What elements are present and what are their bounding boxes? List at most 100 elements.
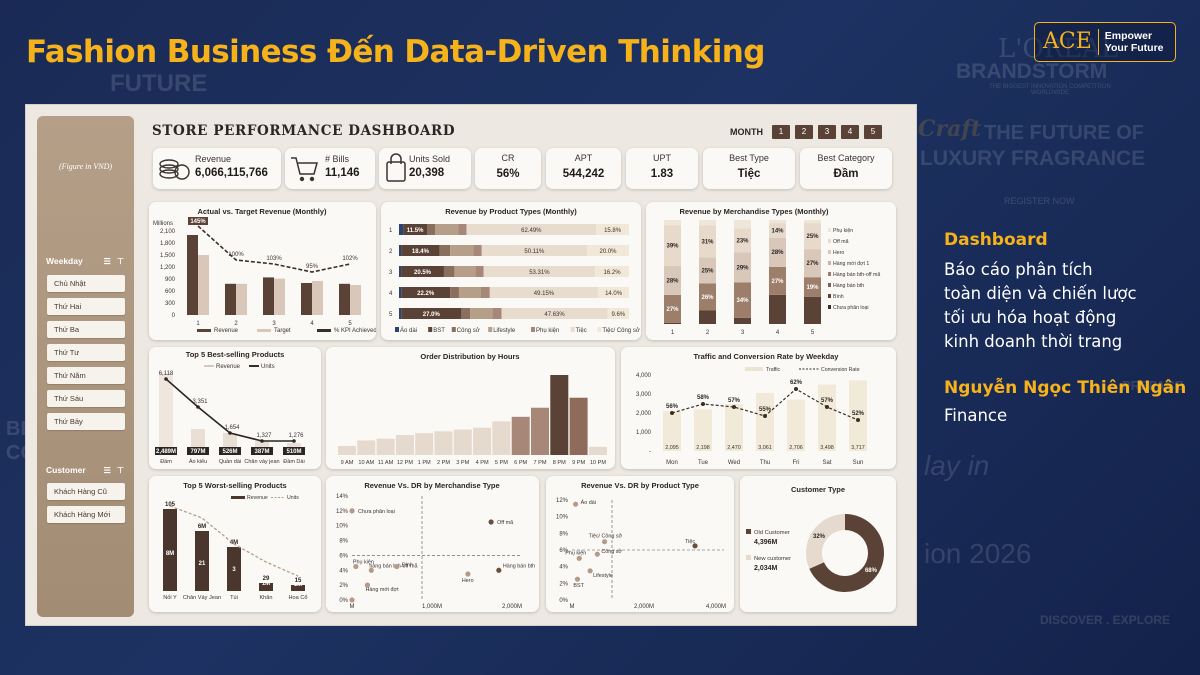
revenue-bar — [225, 283, 236, 315]
point-label: Đinh — [402, 563, 413, 569]
dr-product-card: Revenue Vs. DR by Product Type 12% 10% 8% 6%… — [546, 476, 734, 612]
x-tick-label: 12 PM — [397, 460, 414, 466]
units-label: 4M — [230, 540, 238, 546]
segment-label: 18.4% — [412, 249, 430, 255]
month-selector: MONTH 1 2 3 4 5 — [730, 125, 882, 139]
y-tick-label: - — [649, 449, 651, 455]
stack-segment — [664, 265, 681, 295]
segment-label: 27.0% — [423, 312, 441, 318]
kpi-label: 102% — [342, 256, 358, 262]
segment-label: 20.0% — [599, 249, 617, 255]
month-button-2[interactable]: 2 — [795, 125, 813, 139]
legend-swatch — [746, 529, 751, 534]
x-tick-label: 1,000M — [422, 604, 442, 610]
segment — [399, 287, 402, 298]
logo-mark: ACE — [1035, 29, 1099, 55]
weekday-filter-item[interactable]: Thứ Tư — [47, 344, 125, 361]
units-label: 15 — [295, 578, 302, 584]
legend-swatch — [451, 327, 456, 332]
x-tick-label: 2 — [706, 330, 710, 336]
filter-sidebar: (Figure in VND) Weekday ☰ ⊤ Chủ Nhật Thứ … — [37, 116, 134, 617]
month-button-5[interactable]: 5 — [864, 125, 882, 139]
x-tick-label: 7 PM — [533, 460, 546, 466]
x-tick-label: 4,000M — [706, 604, 726, 610]
weekday-filter-item[interactable]: Thứ Hai — [47, 298, 125, 315]
y-tick-label: 2% — [559, 581, 568, 587]
weekday-filter-item[interactable]: Thứ Sáu — [47, 390, 125, 407]
segment-label: 25% — [806, 234, 819, 240]
segment — [399, 266, 402, 277]
customer-filter-item[interactable]: Khách Hàng Cũ — [47, 483, 125, 500]
legend-value: 4,396M — [754, 539, 778, 546]
legend-entry: Revenue — [247, 495, 268, 501]
units-label: 1,327 — [256, 433, 272, 439]
target-bar — [312, 281, 323, 315]
legend-swatch — [828, 294, 831, 298]
y-tick-label: 600 — [165, 289, 176, 295]
traffic-label: 2,198 — [696, 445, 710, 451]
legend-entry: New customer — [754, 556, 791, 562]
row-label: 3 — [389, 270, 393, 276]
kpi-value: Tiệc — [737, 168, 761, 180]
legend-swatch — [745, 367, 763, 371]
y-tick-label: 3,000 — [636, 392, 652, 398]
weekday-filter-item[interactable]: Thứ Bảy — [47, 413, 125, 430]
y-tick-label: 2% — [339, 583, 348, 589]
legend-entry: Conversion Rate — [821, 367, 860, 373]
product-type-card: Revenue by Product Types (Monthly) 1 11.5%… — [381, 202, 641, 340]
segment-label: 28% — [771, 250, 784, 256]
legend-swatch — [488, 327, 493, 332]
section-label: Dashboard — [944, 230, 1048, 250]
cr-point — [732, 405, 736, 409]
y-tick-label: 2,000 — [636, 411, 652, 417]
units-label: 6M — [198, 524, 206, 530]
hour-bar — [492, 421, 511, 455]
hour-bar — [550, 375, 569, 455]
legend-entry: BST — [433, 328, 445, 334]
point-label: Hero — [462, 578, 474, 584]
customer-filter-item[interactable]: Khách Hàng Mới — [47, 506, 125, 523]
x-tick-label: 3 — [741, 330, 745, 336]
weekday-filter-item[interactable]: Thứ Năm — [47, 367, 125, 384]
segment-label: 53.31% — [529, 270, 550, 276]
revenue-bar — [339, 283, 350, 315]
donut-slice — [809, 514, 884, 592]
revenue-label: 526M — [222, 449, 237, 455]
legend-entry: Tiệc — [576, 328, 587, 334]
x-tick-label: 9 AM — [341, 460, 354, 466]
x-tick-label: 6 PM — [514, 460, 527, 466]
legend-swatch — [249, 365, 259, 367]
units-line — [165, 378, 294, 442]
kpi-value: Đầm — [833, 168, 859, 180]
month-button-1[interactable]: 1 — [772, 125, 790, 139]
coins-icon — [159, 159, 190, 180]
x-tick-label: 3 — [272, 321, 276, 327]
legend-swatch — [570, 327, 575, 332]
y-tick-label: 1,200 — [160, 265, 176, 271]
hour-bar — [415, 433, 434, 455]
kpi-apt: APT 544,242 — [546, 148, 621, 189]
y-tick-label: 14% — [336, 494, 349, 500]
point-label: Chưa phân loại — [358, 509, 395, 515]
filter-icon[interactable]: ☰ ⊤ — [103, 465, 126, 475]
stack-segment — [734, 228, 751, 253]
month-button-3[interactable]: 3 — [818, 125, 836, 139]
kpi-label: 100% — [228, 252, 244, 258]
weekday-filter-item[interactable]: Thứ Ba — [47, 321, 125, 338]
segment-label: 25% — [701, 268, 714, 274]
stack-segment — [804, 296, 821, 324]
filter-icon[interactable]: ☰ ⊤ — [103, 256, 126, 266]
segment-label: 47.63% — [544, 312, 565, 318]
weekday-filter-item[interactable]: Chủ Nhật — [47, 275, 125, 292]
scatter-point — [368, 567, 374, 573]
scatter-point — [587, 568, 593, 574]
merchandise-type-card: Revenue by Merchandise Types (Monthly) 39… — [646, 202, 896, 340]
stack-segment — [769, 294, 786, 324]
dashboard-screenshot: (Figure in VND) Weekday ☰ ⊤ Chủ Nhật Thứ … — [25, 104, 917, 626]
segment-label: 28% — [666, 278, 679, 284]
hour-bar — [569, 397, 588, 455]
stack-segment — [734, 220, 751, 229]
legend-entry: Tiệc/ Công sở — [602, 327, 639, 334]
segment — [401, 245, 440, 256]
month-button-4[interactable]: 4 — [841, 125, 859, 139]
